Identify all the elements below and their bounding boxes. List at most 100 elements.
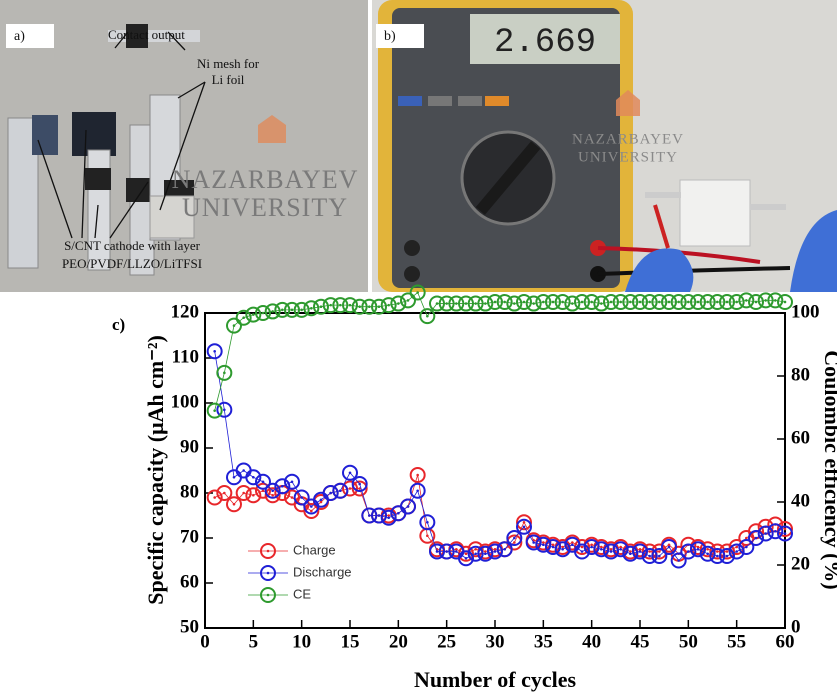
marker-dot	[580, 300, 584, 304]
marker-dot	[310, 306, 313, 310]
x-tick-label: 25	[437, 631, 456, 652]
marker-dot	[716, 554, 719, 558]
marker-dot	[687, 300, 690, 304]
marker-dot	[774, 299, 777, 302]
annotation: Ni mesh for	[197, 56, 260, 71]
marker	[332, 482, 349, 499]
marker-dot	[600, 302, 603, 305]
watermark: NAZARBAYEV	[572, 131, 684, 147]
marker-dot	[638, 300, 642, 304]
marker	[535, 293, 552, 310]
marker-dot	[435, 302, 439, 305]
x-tick-label: 20	[389, 631, 408, 652]
marker-dot	[561, 300, 564, 304]
marker-dot	[648, 554, 651, 558]
marker	[216, 485, 233, 501]
marker-dot	[648, 300, 651, 304]
marker	[632, 543, 648, 560]
y-axis-label: Specific capacity (μAh cm⁻²)	[143, 335, 168, 605]
marker-dot	[232, 324, 236, 327]
marker-dot	[745, 545, 748, 549]
marker	[728, 543, 745, 560]
annotation: Contact output	[108, 27, 185, 42]
marker-dot	[745, 299, 748, 302]
marker	[284, 473, 300, 490]
y-tick-label: 100	[171, 391, 200, 412]
marker-dot	[426, 534, 429, 538]
marker	[583, 539, 600, 555]
marker-dot	[416, 473, 419, 477]
marker	[245, 306, 262, 323]
marker	[322, 297, 339, 314]
marker	[419, 514, 436, 531]
marker-dot	[600, 545, 603, 549]
marker-dot	[716, 550, 719, 553]
marker	[255, 473, 271, 490]
marker	[264, 303, 281, 320]
marker-dot	[745, 536, 748, 540]
marker	[206, 343, 223, 360]
legend-label: CE	[293, 586, 311, 601]
marker	[235, 485, 252, 501]
marker	[574, 293, 590, 310]
marker-dot	[290, 496, 294, 499]
marker-dot	[397, 302, 400, 305]
marker-dot	[281, 308, 284, 312]
legend-label: Discharge	[293, 564, 352, 579]
marker-dot	[348, 487, 352, 490]
meter-reading: 2.669	[494, 24, 596, 62]
marker-dot	[252, 313, 255, 316]
legend-marker	[260, 587, 276, 603]
marker-dot	[590, 300, 593, 304]
marker	[516, 514, 532, 531]
marker-dot	[600, 547, 603, 551]
marker	[342, 297, 358, 314]
marker	[554, 293, 571, 310]
marker	[719, 293, 735, 310]
marker-dot	[426, 314, 429, 318]
marker-dot	[783, 527, 787, 531]
marker-dot	[455, 547, 458, 551]
marker	[342, 480, 358, 497]
legend-marker	[260, 543, 276, 559]
marker-dot	[319, 498, 323, 502]
marker-dot	[522, 520, 526, 524]
marker-dot	[290, 480, 294, 484]
marker-dot	[223, 371, 226, 375]
marker	[303, 503, 320, 519]
marker	[342, 464, 358, 481]
marker	[226, 317, 242, 334]
marker-dot	[213, 349, 216, 353]
marker	[516, 293, 532, 310]
marker	[709, 293, 726, 310]
marker-dot	[725, 550, 729, 553]
marker	[593, 295, 610, 312]
marker-dot	[532, 541, 535, 544]
marker-dot	[406, 299, 410, 302]
marker	[661, 293, 677, 310]
marker-dot	[232, 475, 236, 479]
marker-dot	[464, 302, 468, 305]
marker-dot	[513, 536, 516, 540]
y-tick-label: 60	[180, 571, 199, 592]
marker-dot	[783, 532, 787, 535]
marker	[699, 293, 716, 310]
marker	[757, 292, 774, 309]
marker	[767, 292, 784, 309]
marker	[487, 293, 503, 310]
x-tick-label: 40	[582, 631, 601, 652]
marker	[777, 521, 793, 537]
marker-dot	[416, 489, 419, 493]
marker-dot	[319, 500, 323, 504]
marker-dot	[266, 593, 270, 597]
marker	[709, 543, 726, 560]
x-axis-label: Number of cycles	[414, 667, 577, 692]
marker	[728, 293, 745, 310]
watermark: UNIVERSITY	[182, 193, 348, 222]
marker-dot	[319, 305, 323, 309]
marker	[245, 487, 262, 504]
marker	[738, 539, 755, 555]
marker	[438, 543, 455, 560]
marker	[361, 298, 378, 315]
marker	[574, 543, 590, 560]
